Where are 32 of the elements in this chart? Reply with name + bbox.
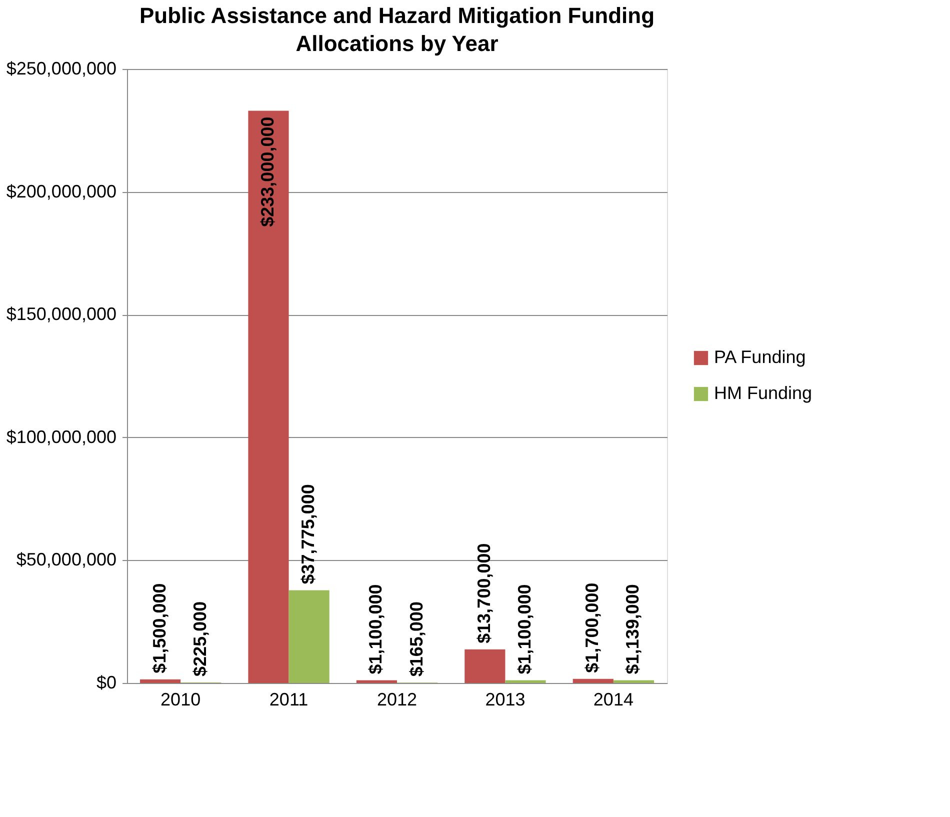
data-label: $1,700,000 — [582, 582, 602, 673]
x-tick-label: 2010 — [160, 690, 201, 710]
legend-label: HM Funding — [714, 383, 812, 403]
y-tick-label: $50,000,000 — [16, 550, 116, 570]
bar — [572, 678, 614, 683]
data-label: $233,000,000 — [257, 116, 278, 227]
y-tick-label: $0 — [96, 672, 116, 692]
x-tick-label: 2014 — [593, 690, 634, 710]
bar — [356, 680, 397, 683]
y-tick-label: $200,000,000 — [6, 181, 116, 202]
data-label: $1,100,000 — [366, 584, 386, 674]
data-label: $1,139,000 — [622, 584, 643, 674]
bar — [288, 590, 330, 683]
bar — [248, 110, 289, 683]
bar — [140, 679, 181, 683]
data-label: $13,700,000 — [474, 543, 494, 644]
y-tick-label: $150,000,000 — [6, 304, 116, 324]
y-tick-label: $100,000,000 — [6, 426, 116, 447]
x-tick-label: 2012 — [376, 690, 418, 710]
data-label: $225,000 — [190, 601, 210, 676]
data-label: $165,000 — [406, 602, 426, 677]
data-label: $37,775,000 — [298, 484, 318, 584]
bar — [613, 680, 654, 683]
chart-title: Public Assistance and Hazard Mitigation Funding Allocations by Year — [139, 3, 655, 56]
data-label: $1,500,000 — [149, 583, 170, 674]
bar — [464, 649, 506, 683]
x-tick-label: 2011 — [269, 690, 308, 710]
bar — [505, 680, 546, 683]
data-label: $1,100,000 — [514, 584, 535, 674]
y-tick-label: $250,000,000 — [6, 58, 116, 78]
legend-label: PA Funding — [714, 347, 806, 367]
x-tick-label: 2013 — [485, 690, 526, 710]
